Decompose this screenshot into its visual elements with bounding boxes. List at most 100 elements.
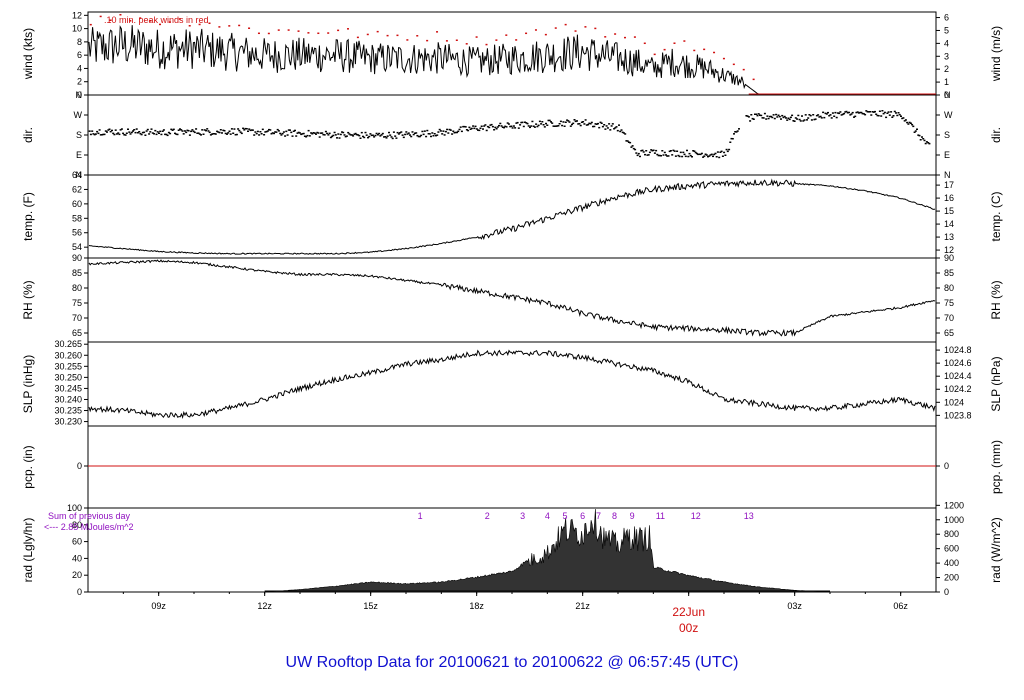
wind-peak-marker xyxy=(396,34,399,37)
rh-series-line xyxy=(88,259,936,337)
dir-point xyxy=(176,133,179,136)
dir-point xyxy=(507,123,510,125)
dir-point xyxy=(134,131,137,134)
dir-point xyxy=(129,133,132,135)
dir-point xyxy=(469,128,472,130)
dir-point xyxy=(208,131,211,134)
dir-point xyxy=(515,122,518,124)
dir-point xyxy=(465,129,468,131)
dir-point xyxy=(313,132,316,134)
dir-point xyxy=(96,130,99,133)
dir-point xyxy=(587,123,590,126)
wind-peak-marker xyxy=(218,26,221,28)
rad-annotation-sum: Sum of previous day xyxy=(48,511,131,521)
tick-label-left-temp: 54 xyxy=(72,242,82,252)
dir-point xyxy=(233,128,236,130)
dir-point xyxy=(448,128,451,131)
dir-point xyxy=(232,132,235,134)
dir-point xyxy=(516,121,519,124)
dir-point xyxy=(678,155,681,158)
dir-point xyxy=(532,125,535,127)
dir-point xyxy=(645,150,648,152)
dir-point xyxy=(136,132,139,134)
dir-point xyxy=(640,150,643,152)
dir-point xyxy=(303,135,306,137)
dir-point xyxy=(870,114,873,116)
ylabel-right-rh: RH (%) xyxy=(989,280,1003,319)
dir-point xyxy=(798,118,801,121)
tick-label-left-wind: 6 xyxy=(77,50,82,60)
tick-label-left-dir: E xyxy=(76,150,82,160)
dir-point xyxy=(297,131,300,134)
wind-peak-marker xyxy=(406,39,409,41)
dir-point xyxy=(603,124,606,126)
dir-point xyxy=(161,130,164,132)
dir-point xyxy=(635,152,638,154)
x-tick-label: 12z xyxy=(257,601,272,611)
dir-point xyxy=(609,129,612,131)
dir-point xyxy=(803,119,806,121)
dir-point xyxy=(757,113,760,115)
dir-point xyxy=(451,133,454,135)
tick-label-left-temp: 58 xyxy=(72,213,82,223)
tick-label-right-rad: 0 xyxy=(944,587,949,597)
dir-point xyxy=(624,133,627,135)
dir-point xyxy=(143,131,146,134)
wind-peak-marker xyxy=(366,33,369,36)
dir-point xyxy=(593,125,596,128)
dir-point xyxy=(447,132,450,134)
dir-point xyxy=(192,130,195,133)
tick-label-left-slp: 30.245 xyxy=(54,383,82,393)
dir-point xyxy=(328,132,331,135)
dir-point xyxy=(648,151,651,154)
dir-point xyxy=(850,113,853,115)
dir-point xyxy=(341,131,343,133)
dir-point xyxy=(422,133,425,136)
dir-point xyxy=(787,117,790,119)
dir-point xyxy=(619,130,622,133)
dir-point xyxy=(553,125,556,127)
wind-peak-marker xyxy=(475,36,478,38)
ylabel-left-pcp: pcp. (in) xyxy=(21,445,35,488)
dir-point xyxy=(123,134,126,136)
dir-point xyxy=(310,132,313,134)
dir-point xyxy=(777,114,780,116)
dir-point xyxy=(861,112,864,115)
dir-point xyxy=(452,130,455,132)
dir-point xyxy=(384,136,387,138)
dir-point xyxy=(566,119,569,121)
dir-point xyxy=(427,133,430,135)
dir-point xyxy=(579,124,582,127)
ylabel-left-wind: wind (kts) xyxy=(21,28,35,80)
dir-point xyxy=(317,132,320,134)
dir-point xyxy=(890,111,893,113)
dir-point xyxy=(703,155,706,157)
dir-point xyxy=(94,133,97,135)
dir-point xyxy=(529,126,531,129)
dir-point xyxy=(857,112,860,114)
tick-label-left-pcp: 0 xyxy=(77,461,82,471)
dir-point xyxy=(718,156,721,159)
dir-point xyxy=(364,131,367,134)
wind-peak-marker xyxy=(159,23,162,26)
dir-point xyxy=(160,133,163,136)
dir-point xyxy=(833,115,836,117)
dir-point xyxy=(812,114,815,116)
tick-label-right-slp: 1023.8 xyxy=(944,410,972,420)
dir-point xyxy=(546,124,549,126)
dir-point xyxy=(731,138,734,140)
dir-point xyxy=(687,155,690,158)
dir-point xyxy=(667,155,670,157)
dir-point xyxy=(306,134,309,137)
dir-point xyxy=(414,132,416,134)
dir-point xyxy=(536,125,539,128)
dir-point xyxy=(700,152,703,155)
dir-point xyxy=(859,111,862,114)
dir-point xyxy=(804,114,807,116)
dir-point xyxy=(119,129,122,131)
tick-label-right-slp: 1024.2 xyxy=(944,384,972,394)
dir-point xyxy=(383,136,385,138)
dir-point xyxy=(315,133,317,135)
ylabel-right-temp: temp. (C) xyxy=(989,191,1003,241)
dir-point xyxy=(490,123,493,126)
